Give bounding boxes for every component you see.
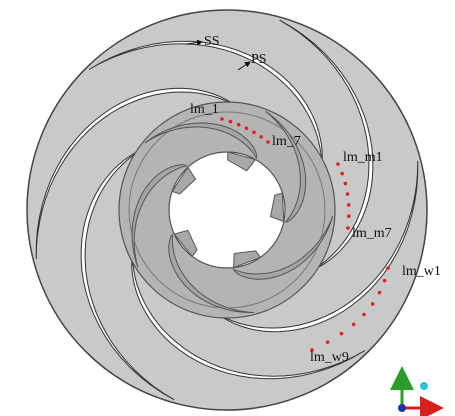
axis-triad <box>398 372 438 412</box>
monitor-point <box>237 123 241 127</box>
impeller-diagram: SS PS lm_1 lm_7 lm_m1 lm_m7 lm_w1 lm_w9 <box>0 0 455 416</box>
point-label: lm_m1 <box>343 150 383 165</box>
monitor-point <box>326 340 330 344</box>
monitor-point <box>340 332 344 336</box>
monitor-point <box>229 120 233 124</box>
monitor-point <box>352 323 356 327</box>
monitor-point <box>344 182 348 186</box>
monitor-point <box>340 172 344 176</box>
monitor-point <box>386 266 390 270</box>
point-label: lm_w1 <box>402 264 441 279</box>
monitor-point <box>378 291 382 295</box>
ss-label: SS <box>204 34 220 49</box>
monitor-point <box>383 279 387 283</box>
monitor-point <box>252 131 256 135</box>
point-label: lm_7 <box>272 134 301 149</box>
axis-marker <box>420 382 428 390</box>
axis-origin <box>398 404 406 412</box>
monitor-point <box>371 302 375 306</box>
monitor-point <box>347 203 351 207</box>
monitor-point <box>346 226 350 230</box>
monitor-point <box>266 140 270 144</box>
monitor-point <box>220 117 224 121</box>
monitor-point <box>259 135 263 139</box>
monitor-point <box>346 192 350 196</box>
monitor-point <box>245 126 249 130</box>
point-label: lm_w9 <box>310 350 349 365</box>
point-label: lm_1 <box>190 102 219 117</box>
monitor-point <box>347 214 351 218</box>
ps-label: PS <box>251 52 267 67</box>
monitor-point <box>336 162 340 166</box>
point-label: lm_m7 <box>352 226 392 241</box>
monitor-point <box>362 313 366 317</box>
